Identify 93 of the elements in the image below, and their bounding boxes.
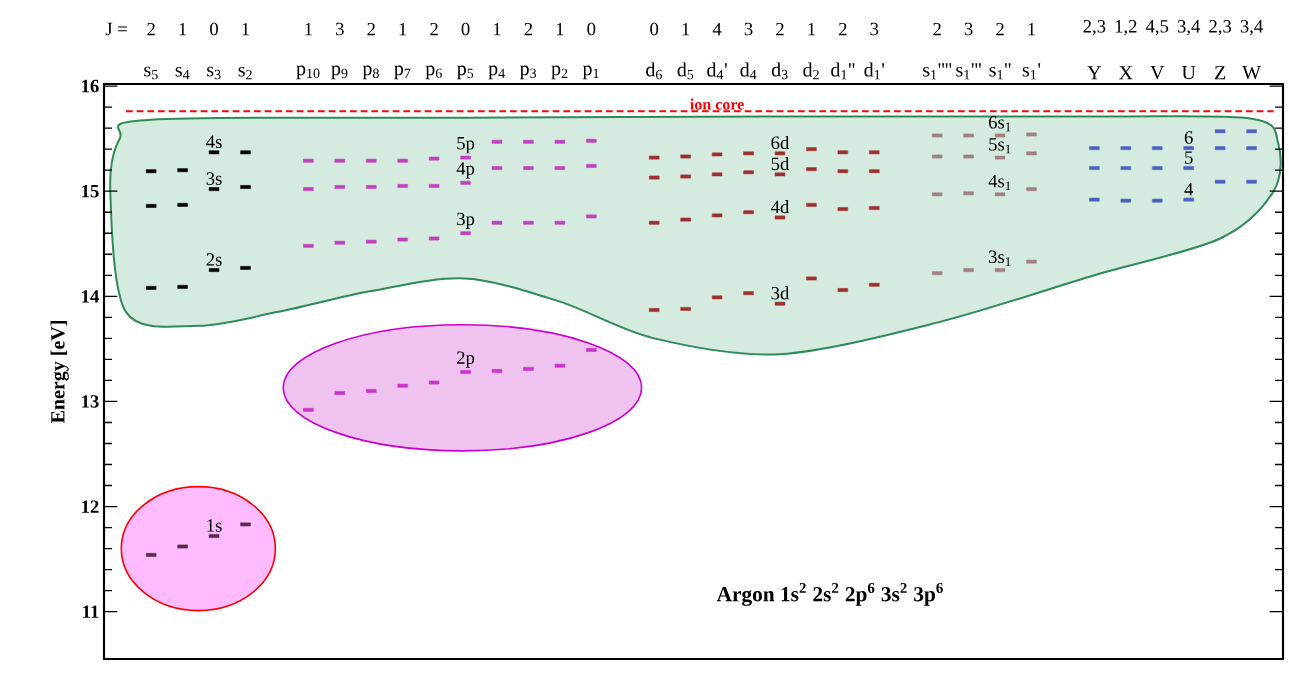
x-tick-label: p$_{6}$ [425,65,442,80]
x-tick-label: s$_{1}$''' [956,63,981,80]
text: Argon 1s$^{2}$ 2s$^{2}$ 2p$^{6}$ 3s$^{2}$ 3p$^{6}$ [716,582,943,606]
text: 2 [367,22,375,36]
text: 1 [1028,22,1036,36]
x-tick-label: Y [1087,66,1102,80]
x-tick-label: d$_{2}$ [803,62,819,80]
x-tick-label: p$_{7}$ [394,65,411,80]
text: 0 [650,22,659,36]
x-tick-label: s$_{4}$ [175,66,190,80]
series-label: 5s$_{1}$ [989,138,1011,154]
x-tick-label: W [1242,65,1261,80]
text: 4 [712,22,722,36]
text: 2 [776,22,784,36]
series-label: 3s$_{1}$ [989,250,1011,266]
series-label: 1s [207,519,222,532]
text: J = [105,22,127,36]
text: 1 [179,22,187,36]
x-tick-label: p$_{9}$ [331,65,348,80]
text: 0 [461,22,470,36]
y-tick-label: 16 [82,79,99,93]
text: 3 [744,22,753,36]
x-tick-label: U [1181,65,1196,80]
x-tick-label: d$_{5}$ [677,62,694,80]
series-label: 6d [771,135,790,150]
x-tick-label: p$_{8}$ [362,65,379,80]
series-label: 6s$_{1}$ [988,115,1011,132]
x-tick-label: Z [1214,66,1226,80]
text: 3,4 [1240,20,1263,36]
y-tick-label: 12 [82,500,99,513]
series-label: 5 [1185,151,1193,164]
text: 1 [556,22,564,36]
series-label: 4 [1184,183,1194,196]
text: 1,2 [1115,20,1137,36]
text: 1 [242,22,250,36]
text: 3,4 [1177,20,1201,36]
series-label: 5p [457,137,475,154]
series-label: 5d [771,156,790,171]
series-label: 3s [206,172,222,185]
text: 2,3 [1209,20,1232,36]
series-label: 3p [457,212,475,229]
text: 1 [399,22,407,36]
x-tick-label: V [1150,65,1165,80]
series-label: 4s [206,135,222,149]
text: 2 [838,22,847,36]
x-tick-label: d$_{3}$ [771,62,788,80]
series-label: 6 [1184,131,1193,144]
x-tick-label: p$_{1}$ [582,65,599,80]
x-tick-label: p$_{2}$ [551,65,568,80]
text: 2,3 [1083,20,1106,36]
x-tick-label: d$_{1}$'' [831,62,855,80]
x-tick-label: s$_{3}$ [207,66,221,80]
x-tick-label: s$_{5}$ [144,66,158,80]
text: 1 [305,22,312,36]
x-tick-label: s$_{2}$ [238,66,252,80]
text: 3 [870,22,879,36]
x-tick-label: X [1119,66,1133,80]
text: 1 [493,22,501,36]
x-tick-label: p$_{3}$ [519,65,537,80]
y-axis-title: Energy [eV] [50,321,69,424]
x-tick-label: s$_{1}$' [1022,63,1041,80]
text: 0 [210,22,218,36]
text: 2 [524,22,533,36]
x-tick-label: s$_{1}$'' [989,63,1011,80]
x-tick-label: d$_{4}$' [707,62,727,80]
series-label: 2p [457,351,475,368]
y-tick-label: 11 [83,605,99,618]
text: 4,5 [1145,20,1169,36]
x-tick-label: d$_{1}$' [864,62,885,80]
y-tick-label: 14 [82,290,99,303]
text: 1 [682,22,690,36]
text: 3 [964,22,973,36]
text: 2 [933,22,941,36]
text: 2 [147,22,155,36]
x-tick-label: d$_{6}$ [646,62,662,80]
series-label: 4p [456,162,475,179]
text: 2 [430,22,438,36]
series-label: 4s$_{1}$ [988,174,1011,191]
x-tick-label: p$_{5}$ [457,65,474,80]
series-label: 2s [206,253,222,266]
x-tick-label: d$_{4}$ [740,62,757,80]
text: 0 [587,22,596,36]
y-tick-label: 13 [82,395,99,408]
ref-line-label: ion core [690,98,744,110]
series-label: 3d [771,286,790,300]
series-label: 4d [770,200,790,214]
text: 1 [808,22,815,36]
x-tick-label: p$_{10}$ [296,65,320,80]
x-tick-label: s$_{1}$'''' [923,63,952,80]
text: 3 [336,22,344,36]
x-tick-label: p$_{4}$ [488,65,505,80]
y-tick-label: 15 [82,184,99,198]
text: 2 [996,22,1004,36]
